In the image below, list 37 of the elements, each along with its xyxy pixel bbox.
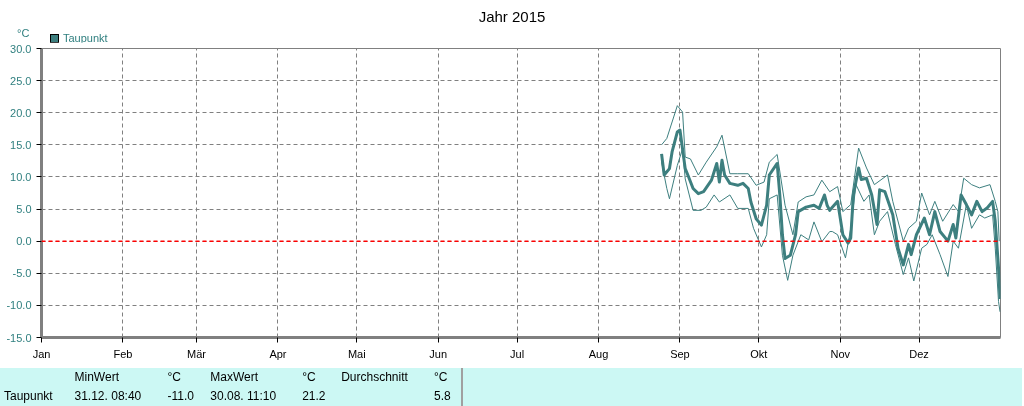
x-tick-label: Jun (429, 347, 448, 360)
text: -11.0 (166, 388, 195, 406)
text: °C (166, 369, 182, 386)
text: 5.8 (433, 388, 452, 406)
text: 30.08. 11:10 (209, 388, 278, 406)
y-tick-label: 30.0 (10, 42, 32, 55)
y-tick-label: -15.0 (6, 331, 32, 344)
x-tick-label: Aug (588, 347, 609, 360)
chart-title: Jahr 2015 (477, 7, 547, 27)
y-tick-label: -10.0 (6, 299, 32, 312)
text: 21.2 (301, 388, 327, 406)
text: Taupunkt (3, 388, 54, 406)
y-tick-label: -5.0 (12, 267, 32, 280)
y-axis-title: °C (17, 26, 30, 41)
x-tick-label: Mär (187, 347, 207, 360)
y-tick-label: 0.0 (16, 235, 32, 248)
x-tick-label: Feb (113, 347, 133, 360)
y-tick-label: 20.0 (10, 106, 32, 119)
x-tick-label: Apr (269, 347, 287, 360)
y-tick-label: 15.0 (10, 138, 32, 151)
x-tick-label: Okt (750, 347, 768, 360)
text: 31.12. 08:40 (73, 388, 143, 406)
text: MaxWert (209, 369, 260, 386)
text: Durchschnitt (340, 369, 409, 386)
text: °C (301, 369, 317, 386)
y-tick-label: 10.0 (10, 170, 32, 183)
x-tick-label: Mai (347, 347, 366, 360)
x-tick-label: Dez (909, 347, 929, 360)
x-tick-label: Nov (830, 347, 851, 360)
x-tick-label: Jul (510, 347, 525, 360)
text: °C (433, 369, 449, 386)
y-tick-label: 25.0 (10, 74, 32, 87)
x-tick-label: Jan (32, 347, 51, 360)
y-tick-label: 5.0 (16, 203, 32, 216)
text: MinWert (73, 369, 120, 386)
legend-label: Taupunkt (62, 31, 108, 46)
x-tick-label: Sep (670, 347, 690, 360)
